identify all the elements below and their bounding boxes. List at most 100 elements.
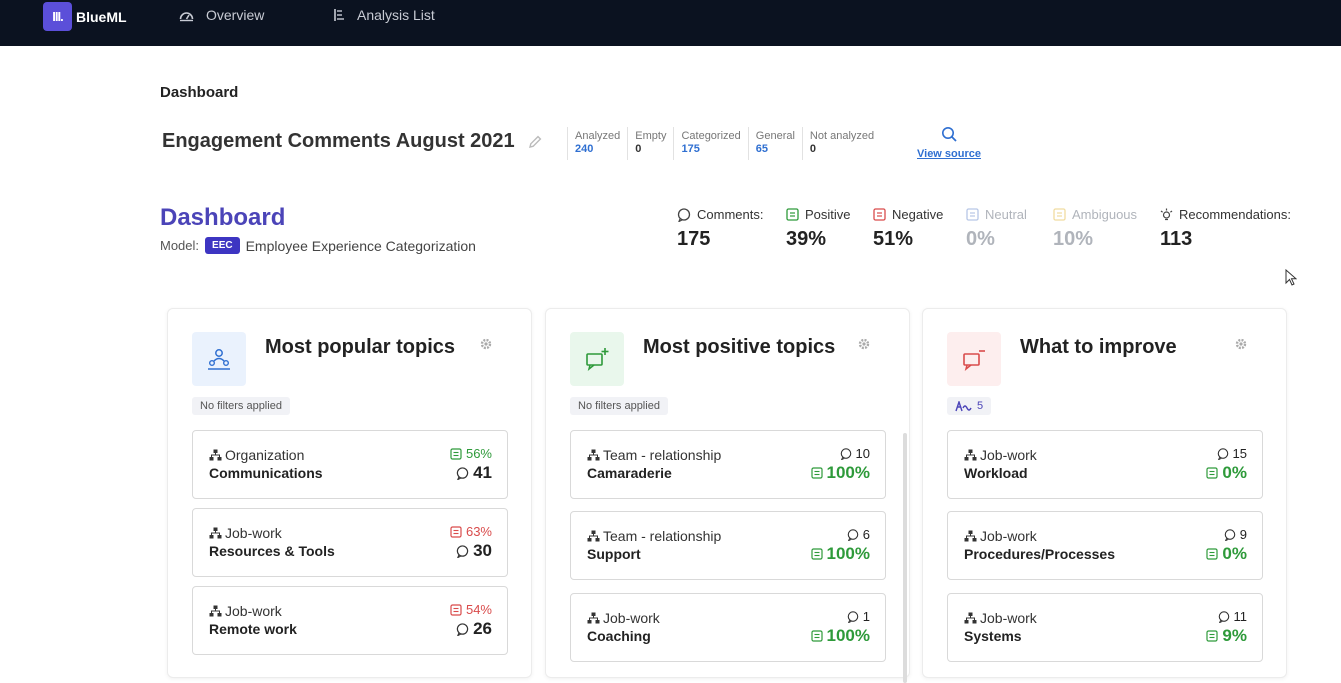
topic-card[interactable]: Organization Communications 56% 41 [192,430,508,499]
metric-positive: Positive 39% [786,207,851,251]
gear-icon[interactable] [857,337,871,351]
logo-text: BlueML [76,8,127,25]
pencil-icon[interactable] [527,134,543,150]
topic-category: Job-work [980,447,1037,463]
nav-overview[interactable]: Overview [179,7,264,23]
stat-analyzed: Analyzed 240 [567,127,627,160]
topic-count: 1 [862,609,870,624]
topic-name: Coaching [587,628,651,644]
topic-name: Support [587,546,641,562]
gear-icon[interactable] [479,337,493,351]
topic-category: Organization [225,447,305,463]
metric-value: 10% [1053,228,1094,250]
stat-value: 65 [755,143,769,155]
minus-comment-icon [963,350,985,371]
nav-analysis-list-label: Analysis List [357,7,435,23]
logo-mark: III. [43,2,72,31]
topic-card[interactable]: Team - relationship Support 6 100% [570,511,886,580]
comment-icon [1218,610,1229,623]
topic-category: Team - relationship [603,528,722,544]
topic-card[interactable]: Job-work Workload 15 0% [947,430,1263,499]
filter-chip[interactable]: 5 [947,397,992,415]
metric-label: Neutral [985,207,1027,222]
topic-name: Workload [964,465,1028,481]
analysis-stats: Analyzed 240 Empty 0 Categorized 175 Gen… [567,127,881,160]
scrollbar[interactable] [903,433,907,683]
topic-count: 6 [862,527,870,542]
topic-percent: 9% [1222,626,1247,645]
gear-icon[interactable] [1234,337,1248,351]
filter-chip[interactable]: No filters applied [570,397,668,415]
topic-count: 9 [1239,527,1247,542]
stat-label: Analyzed [575,130,621,142]
stat-categorized: Categorized 175 [673,127,747,160]
stat-value: 0 [809,143,817,155]
stat-value: 175 [681,143,700,155]
mouse-cursor-icon [1285,269,1297,286]
card-title: Most positive topics [643,336,836,358]
metric-label: Positive [805,207,851,222]
logo[interactable]: III. BlueML [43,2,127,31]
topic-percent: 63% [465,524,492,539]
topic-card[interactable]: Job-work Procedures/Processes 9 0% [947,511,1263,580]
topic-count: 10 [855,446,870,461]
topic-percent: 56% [465,446,492,461]
comment-icon [840,447,851,460]
topic-count: 41 [473,463,492,482]
add-comment-icon [586,348,609,371]
nav-overview-label: Overview [206,7,265,23]
topic-percent: 100% [826,463,870,482]
topic-category: Job-work [980,528,1037,544]
search-icon [941,127,957,142]
metric-value: 39% [786,228,827,250]
stat-label: Not analyzed [809,130,875,142]
view-source-link[interactable]: View source [917,148,981,160]
topic-count: 30 [473,541,492,560]
comment-icon [456,622,469,636]
topic-name: Procedures/Processes [964,546,1115,562]
topic-card[interactable]: Job-work Resources & Tools 63% 30 [192,508,508,577]
breadcrumb[interactable]: Dashboard [160,84,239,101]
nav-analysis-list[interactable]: Analysis List [333,7,435,23]
topic-percent: 0% [1222,463,1247,482]
card-title: Most popular topics [265,336,455,358]
hierarchy-icon [964,449,977,461]
positive-icon [810,548,823,560]
stat-general: General 65 [747,127,802,160]
model-name: Employee Experience Categorization [245,237,476,254]
topic-category: Team - relationship [603,447,722,463]
stat-value: 240 [575,143,594,155]
card-icon-box [570,332,624,386]
stat-label: General [755,130,795,142]
neutral-icon [966,208,979,221]
negative-icon [450,603,462,616]
positive-icon [1206,630,1219,642]
positive-icon [450,447,462,460]
topic-card[interactable]: Job-work Coaching 1 100% [570,593,886,662]
stat-not-analyzed: Not analyzed 0 [801,127,881,160]
topic-card[interactable]: Job-work Remote work 54% 26 [192,586,508,655]
comment-icon [1217,447,1228,460]
topic-percent: 54% [465,602,492,617]
hierarchy-icon [587,530,600,542]
negative-icon [450,525,462,538]
metric-value: 0% [966,228,995,250]
positive-icon [1206,467,1219,479]
gauge-icon [179,11,194,21]
topic-percent: 100% [826,626,870,645]
metric-recommendations: Recommendations: 113 [1160,207,1291,251]
people-icon [208,349,230,370]
topic-category: Job-work [980,610,1037,626]
topic-name: Resources & Tools [209,543,335,559]
model-badge: EEC [205,237,240,254]
hierarchy-icon [964,530,977,542]
view-source[interactable]: View source [917,126,981,160]
topic-card[interactable]: Job-work Systems 11 9% [947,593,1263,662]
ambiguous-icon [1053,208,1066,221]
page-title: Engagement Comments August 2021 [162,130,515,152]
filter-chip[interactable]: No filters applied [192,397,290,415]
comment-icon [1224,528,1236,541]
topic-count: 15 [1232,446,1247,461]
metric-label: Negative [892,207,944,222]
topic-card[interactable]: Team - relationship Camaraderie 10 100% [570,430,886,499]
